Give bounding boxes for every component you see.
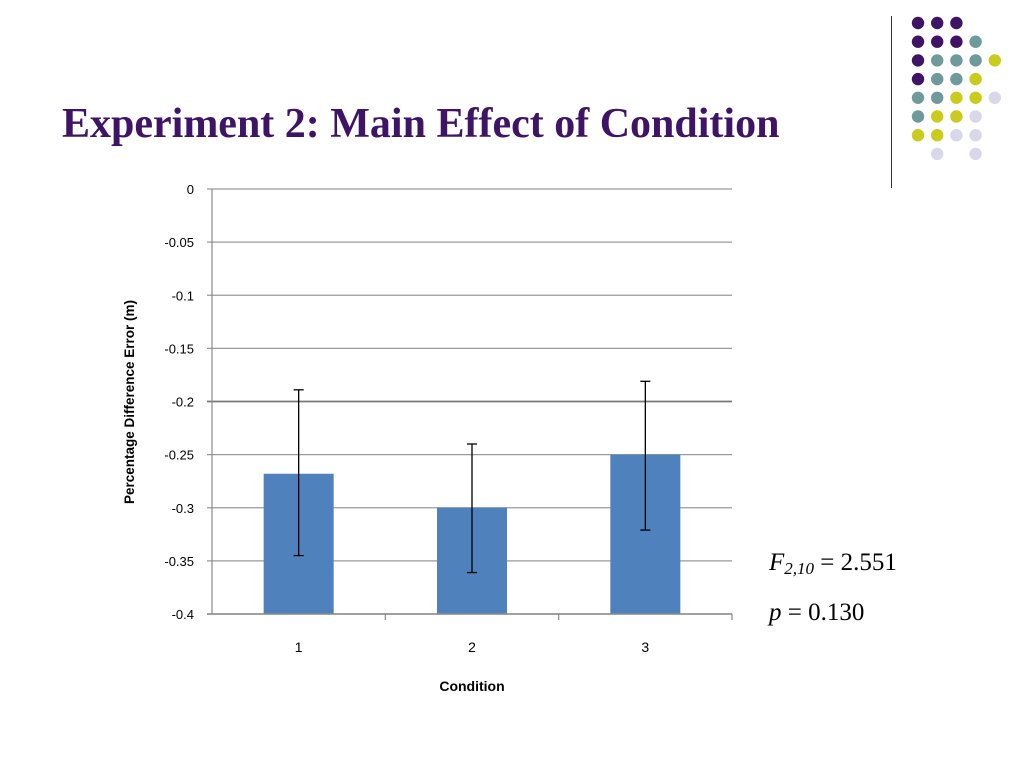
x-tick-label: 1 — [295, 639, 303, 655]
decorative-dot — [988, 54, 1001, 67]
y-tick-label: 0 — [187, 182, 194, 197]
y-tick-label: -0.2 — [172, 395, 194, 410]
p-symbol: p — [769, 599, 782, 626]
decorative-dot — [969, 72, 982, 86]
decorative-dot — [931, 35, 944, 48]
decorative-dot — [931, 129, 944, 142]
decorative-dot — [911, 54, 925, 67]
decorative-dot — [931, 72, 944, 86]
decorative-dot-grid — [911, 16, 1001, 161]
y-tick-label: -0.4 — [172, 607, 194, 622]
f-symbol: F — [769, 549, 785, 576]
decorative-dot — [950, 16, 963, 30]
decorative-dot — [950, 129, 963, 142]
y-tick-label: -0.05 — [164, 235, 194, 250]
y-tick-label: -0.3 — [172, 501, 194, 516]
decorative-dot — [950, 35, 963, 48]
f-statistic: F2,10 = 2.551 — [769, 545, 897, 581]
decorative-dot — [931, 91, 944, 105]
y-tick-label: -0.25 — [164, 448, 194, 463]
statistics-panel: F2,10 = 2.551 p = 0.130 — [769, 545, 897, 631]
decorative-dot — [969, 147, 982, 161]
decorative-dot — [969, 35, 982, 48]
decorative-dot — [911, 91, 925, 105]
decorative-dot — [931, 54, 944, 67]
decorative-dot — [969, 110, 982, 123]
decorative-dot — [950, 54, 963, 67]
decorative-dot — [969, 54, 982, 67]
y-tick-label: -0.35 — [164, 554, 194, 569]
x-tick-label: 2 — [468, 639, 476, 655]
f-degrees-of-freedom: 2,10 — [784, 559, 815, 578]
decorative-dot — [931, 110, 944, 123]
decorative-dot — [950, 91, 963, 105]
f-value: = 2.551 — [820, 549, 897, 576]
title-divider — [891, 16, 892, 188]
decorative-dot — [950, 110, 963, 123]
decorative-dot — [931, 147, 944, 161]
y-tick-label: -0.1 — [172, 288, 194, 303]
x-axis-title: Condition — [439, 678, 504, 694]
x-tick-label: 3 — [641, 639, 649, 655]
decorative-dot — [911, 72, 925, 86]
decorative-dot — [931, 16, 944, 30]
p-statistic: p = 0.130 — [769, 595, 897, 631]
p-value: = 0.130 — [787, 599, 865, 626]
decorative-dot — [969, 91, 982, 105]
slide-title: Experiment 2: Main Effect of Condition — [62, 101, 780, 147]
decorative-dot — [911, 110, 925, 123]
decorative-dot — [988, 91, 1001, 105]
y-tick-label: -0.15 — [164, 341, 194, 356]
decorative-dot — [911, 129, 925, 142]
decorative-dot — [950, 72, 963, 86]
decorative-dot — [911, 16, 925, 30]
y-axis-title: Percentage Difference Error (m) — [122, 300, 137, 504]
decorative-dot — [969, 129, 982, 142]
decorative-dot — [911, 35, 925, 48]
